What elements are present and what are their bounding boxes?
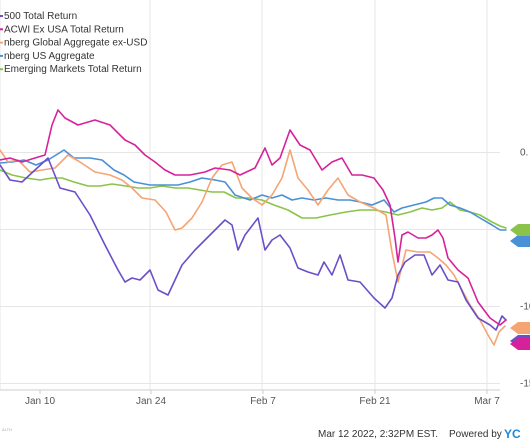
x-tick-label: Feb 7 (250, 396, 276, 407)
legend-item-3: nberg US Aggregate (4, 51, 95, 62)
series-line-0 (0, 157, 507, 331)
footer-powered-by: Powered by (449, 429, 502, 440)
legend-item-2: nberg Global Aggregate ex-USD (4, 38, 147, 49)
legend-item-4: Emerging Markets Total Return (4, 64, 142, 75)
series-line-3 (0, 149, 507, 231)
series-end-marker-4 (510, 224, 530, 236)
x-tick-label: Feb 21 (359, 396, 391, 407)
series-line-1 (0, 109, 507, 326)
legend-item-0: 500 Total Return (4, 11, 77, 22)
footer-timestamp: Mar 12 2022, 2:32PM EST. (318, 429, 438, 440)
x-axis-ticks: Jan 10 Jan 24 Feb 7 Feb 21 Mar 7 (25, 390, 500, 407)
series-line-4 (0, 169, 507, 229)
legend-item-1: ACWI Ex USA Total Return (4, 24, 124, 35)
x-tick-label: Mar 7 (474, 396, 500, 407)
x-tick-label: Jan 24 (136, 396, 166, 407)
footer: ALTH Mar 12 2022, 2:32PM EST. Powered by… (2, 427, 521, 441)
y-tick-label: 0. (520, 148, 528, 159)
series-end-marker-1 (510, 338, 530, 350)
mini-logo-text: ALTH (2, 427, 12, 432)
x-tick-label: Jan 10 (25, 396, 55, 407)
footer-brand: YC (504, 427, 521, 441)
y-axis-ticks: 0. -10 -15 (520, 148, 530, 390)
series-line-2 (0, 149, 506, 346)
y-tick-label: -15 (520, 379, 530, 390)
series-end-marker-2 (510, 322, 530, 334)
series-lines (0, 109, 507, 346)
legend: 500 Total Return ACWI Ex USA Total Return… (0, 11, 147, 75)
y-tick-label: -10 (520, 302, 530, 313)
series-end-marker-3 (510, 235, 530, 247)
end-markers (510, 224, 530, 350)
